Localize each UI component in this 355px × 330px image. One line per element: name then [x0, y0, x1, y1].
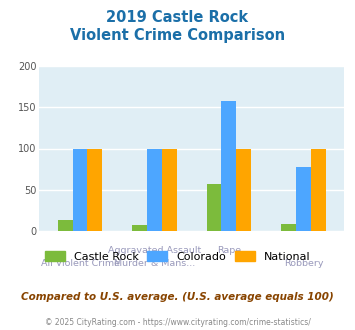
- Bar: [222, 101, 236, 231]
- Bar: [147, 149, 162, 231]
- Bar: [311, 148, 326, 231]
- Legend: Castle Rock, Colorado, National: Castle Rock, Colorado, National: [40, 247, 315, 267]
- Bar: [58, 220, 72, 231]
- Bar: [207, 184, 222, 231]
- Text: Murder & Mans...: Murder & Mans...: [114, 259, 195, 268]
- Bar: [72, 148, 87, 231]
- Text: Rape: Rape: [217, 246, 241, 255]
- Text: 2019 Castle Rock: 2019 Castle Rock: [106, 10, 248, 25]
- Bar: [132, 225, 147, 231]
- Text: All Violent Crime: All Violent Crime: [40, 259, 120, 268]
- Bar: [281, 224, 296, 231]
- Bar: [236, 148, 251, 231]
- Text: Robbery: Robbery: [284, 259, 323, 268]
- Text: Violent Crime Comparison: Violent Crime Comparison: [70, 28, 285, 43]
- Bar: [296, 167, 311, 231]
- Text: Aggravated Assault: Aggravated Assault: [108, 246, 201, 255]
- Bar: [87, 148, 102, 231]
- Text: Compared to U.S. average. (U.S. average equals 100): Compared to U.S. average. (U.S. average …: [21, 292, 334, 302]
- Text: © 2025 CityRating.com - https://www.cityrating.com/crime-statistics/: © 2025 CityRating.com - https://www.city…: [45, 318, 310, 327]
- Bar: [162, 148, 177, 231]
